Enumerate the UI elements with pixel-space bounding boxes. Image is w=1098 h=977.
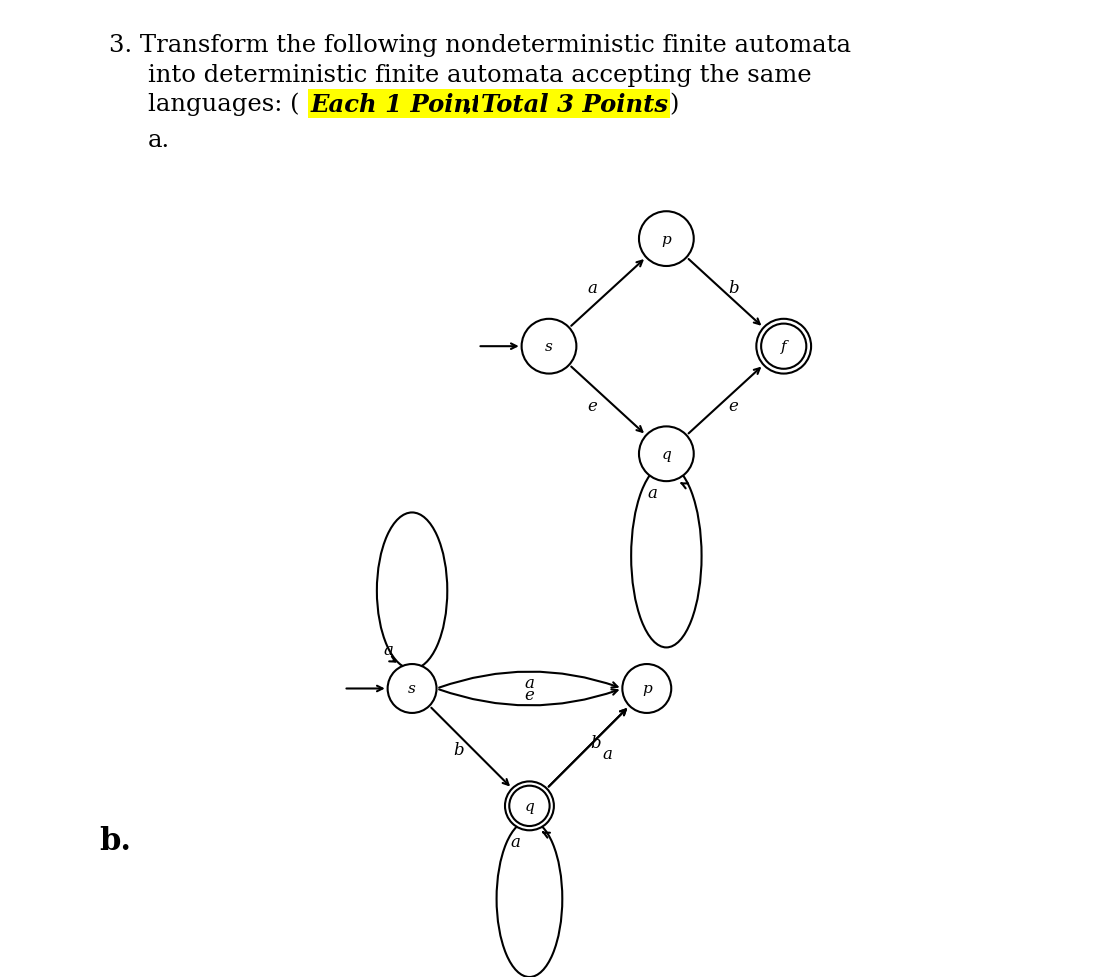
- Text: p: p: [661, 233, 671, 246]
- Text: e: e: [728, 398, 738, 414]
- Text: f: f: [781, 340, 786, 354]
- Ellipse shape: [522, 319, 576, 374]
- Text: s: s: [545, 340, 553, 354]
- Text: a: a: [587, 279, 597, 296]
- Text: Total 3 Points: Total 3 Points: [481, 93, 668, 117]
- Text: b: b: [590, 734, 601, 751]
- Ellipse shape: [505, 782, 553, 830]
- Text: e: e: [525, 686, 535, 703]
- Text: 3. Transform the following nondeterministic finite automata: 3. Transform the following nondeterminis…: [109, 34, 851, 58]
- Ellipse shape: [388, 664, 437, 713]
- Ellipse shape: [623, 664, 671, 713]
- Text: b: b: [728, 279, 739, 296]
- Text: b: b: [453, 741, 464, 758]
- Text: s: s: [408, 682, 416, 696]
- Text: a: a: [648, 485, 658, 501]
- Ellipse shape: [639, 212, 694, 267]
- Text: a: a: [525, 674, 535, 692]
- Text: q: q: [525, 799, 535, 813]
- Text: p: p: [642, 682, 652, 696]
- Ellipse shape: [639, 427, 694, 482]
- Text: Each 1 Point: Each 1 Point: [311, 93, 483, 117]
- Text: a: a: [511, 832, 520, 850]
- Text: a.: a.: [148, 129, 170, 152]
- Text: languages: (: languages: (: [148, 93, 300, 116]
- Ellipse shape: [757, 319, 811, 374]
- Text: ,: ,: [464, 93, 471, 116]
- Text: ): ): [670, 93, 679, 116]
- Text: e: e: [587, 398, 597, 414]
- Text: a: a: [602, 744, 612, 762]
- Text: b.: b.: [99, 826, 131, 857]
- Text: into deterministic finite automata accepting the same: into deterministic finite automata accep…: [148, 64, 811, 87]
- Text: q: q: [661, 447, 671, 461]
- Text: a: a: [383, 641, 393, 658]
